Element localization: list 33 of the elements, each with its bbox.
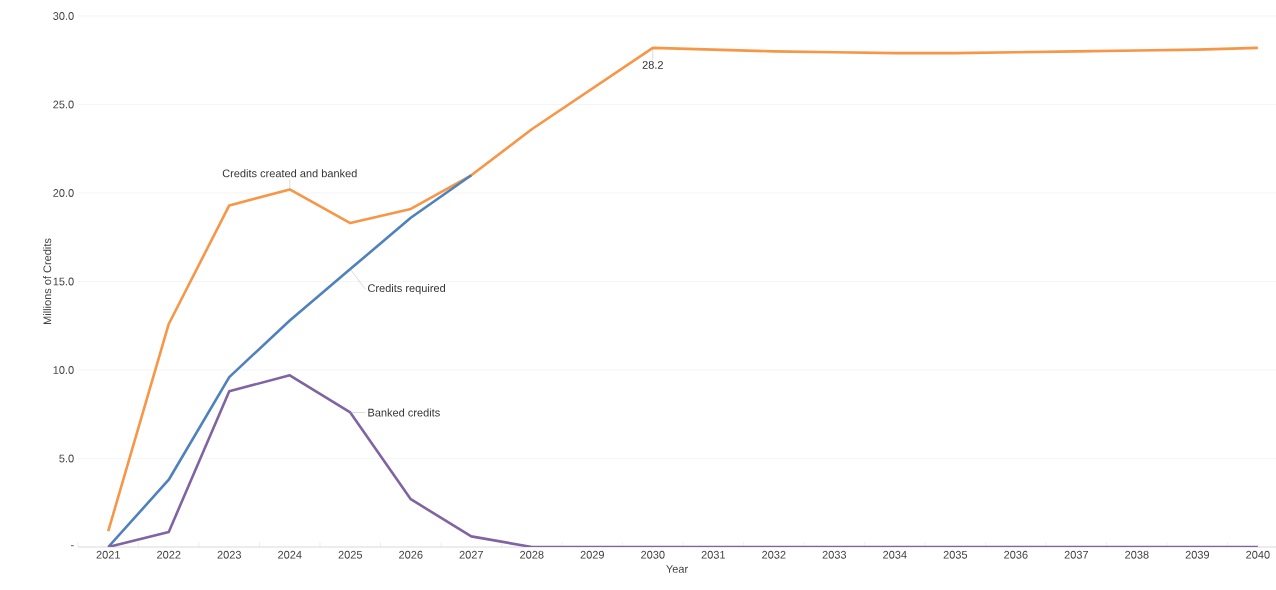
x-tick-label: 2037 (1064, 550, 1089, 559)
x-tick-label: 2025 (338, 550, 363, 559)
x-tick-label: 2022 (157, 550, 181, 559)
y-tick-label: 10.0 (53, 366, 74, 374)
x-tick-label: 2021 (96, 550, 120, 559)
x-tick-label: 2027 (459, 550, 483, 559)
y-tick-label: 5.0 (59, 454, 74, 463)
text: Credits required (368, 283, 445, 295)
y-tick-label: 15.0 (53, 277, 74, 286)
y-tick-label: 25.0 (53, 100, 74, 109)
data-label: 28.2 (642, 61, 663, 69)
x-tick-label: 2036 (1004, 550, 1028, 559)
x-tick-label: 2038 (1125, 550, 1149, 559)
x-tick-label: 2029 (580, 550, 604, 559)
series-label: Credits created and banked (222, 169, 357, 178)
x-tick-label: 2024 (278, 550, 302, 559)
x-tick-label: 2030 (641, 550, 665, 559)
x-tick-label: 2032 (762, 550, 786, 559)
series-label: Banked credits (368, 408, 440, 417)
x-tick-label: 2039 (1185, 550, 1210, 559)
x-tick-label: 2031 (701, 550, 725, 559)
y-tick-label: - (70, 545, 74, 547)
y-tick-label: 20.0 (53, 189, 74, 197)
y-tick-label: 30.0 (53, 12, 74, 20)
y-axis-title: Millions of Credits (43, 238, 52, 324)
x-tick-label: 2040 (1246, 550, 1270, 559)
x-tick-label: 2028 (520, 550, 544, 559)
x-tick-label: 2023 (217, 550, 242, 559)
x-tick-label: 2035 (943, 550, 968, 559)
x-tick-label: 2034 (883, 550, 907, 559)
x-tick-label: 2033 (822, 550, 847, 559)
x-tick-label: 2026 (399, 550, 423, 559)
x-axis-title: Year (666, 565, 688, 573)
